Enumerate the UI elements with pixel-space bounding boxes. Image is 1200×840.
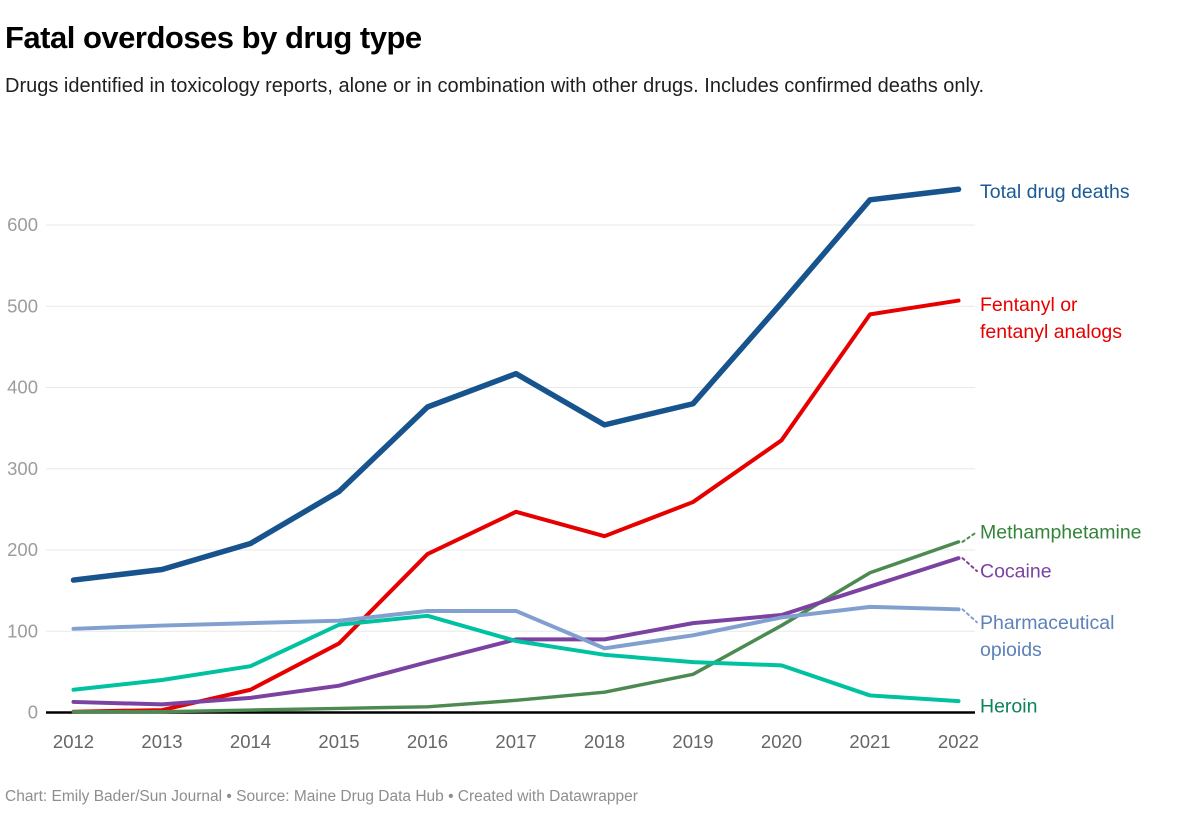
chart-credit: Chart: Emily Bader/Sun Journal • Source:… — [5, 788, 638, 805]
series-line-2 — [71, 540, 961, 714]
x-tick-label-2022: 2022 — [938, 731, 979, 752]
y-tick-label-300: 300 — [7, 458, 38, 479]
line-chart: 0 100 200 300 400 500 600 2012 2013 2014 2015 2016 2… — [7, 181, 1142, 752]
chart-header: Fatal overdoses by drug type Drugs ident… — [0, 0, 1200, 100]
y-tick-label-200: 200 — [7, 539, 38, 560]
x-tick-label-2020: 2020 — [761, 731, 802, 752]
y-tick-label-100: 100 — [7, 620, 38, 641]
chart-title: Fatal overdoses by drug type — [5, 20, 422, 55]
chart-subtitle: Drugs identified in toxicology reports, … — [5, 74, 985, 97]
series-line-5 — [71, 613, 961, 704]
series-label-5-line-0: Heroin — [980, 696, 1037, 718]
series-label-4-line-1: opioids — [980, 639, 1042, 661]
y-tick-label-0: 0 — [28, 702, 38, 723]
x-tick-label-2015: 2015 — [318, 731, 359, 752]
series-line-0 — [70, 186, 962, 583]
series-label-1-line-0: Fentanyl or — [980, 294, 1078, 316]
label-connector-4 — [961, 608, 978, 624]
series-label-1-line-1: fentanyl analogs — [980, 321, 1122, 343]
y-tick-label-600: 600 — [7, 214, 38, 235]
series-label-0-line-0: Total drug deaths — [980, 181, 1130, 203]
series-label-2-line-0: Methamphetamine — [980, 521, 1142, 543]
series-label-4-line-0: Pharmaceutical — [980, 612, 1114, 634]
label-connector-2 — [961, 530, 978, 543]
x-tick-label-2021: 2021 — [849, 731, 890, 752]
x-tick-label-2019: 2019 — [672, 731, 713, 752]
line-chart-area: 0 100 200 300 400 500 600 2012 2013 2014 2015 2016 2… — [0, 150, 1200, 770]
y-tick-label-400: 400 — [7, 377, 38, 398]
x-tick-label-2012: 2012 — [53, 731, 94, 752]
label-connector-3 — [961, 557, 978, 573]
x-tick-label-2013: 2013 — [141, 731, 182, 752]
x-tick-label-2018: 2018 — [584, 731, 625, 752]
series-label-3-line-0: Cocaine — [980, 561, 1052, 583]
series-line-1 — [71, 298, 961, 714]
series-line-4 — [71, 604, 961, 651]
x-tick-label-2017: 2017 — [495, 731, 536, 752]
y-tick-label-500: 500 — [7, 295, 38, 316]
x-tick-label-2014: 2014 — [230, 731, 271, 752]
x-tick-label-2016: 2016 — [407, 731, 448, 752]
